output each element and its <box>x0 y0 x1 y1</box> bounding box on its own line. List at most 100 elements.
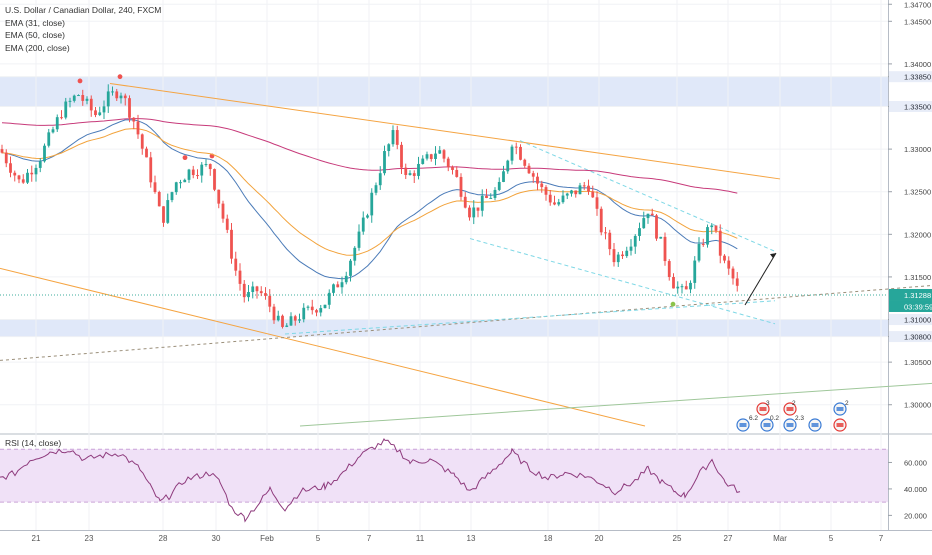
candle-body <box>582 185 586 187</box>
candle-body <box>353 247 357 261</box>
candle-body <box>578 185 582 195</box>
zone-price-box <box>889 101 932 113</box>
y-tick-label: 1.30000 <box>904 401 931 410</box>
candle-body <box>684 286 688 290</box>
x-tick-label: 25 <box>673 534 682 543</box>
candle-body <box>565 193 569 196</box>
rsi-line <box>0 438 741 523</box>
candle-body <box>625 250 629 257</box>
y-tick-label: 1.32000 <box>904 230 931 239</box>
zone-price-box <box>889 314 932 326</box>
candle-body <box>616 254 620 263</box>
countdown-box <box>889 300 932 312</box>
candle-body <box>591 191 595 198</box>
event-count-label: 2 <box>845 400 849 407</box>
x-tick-label: 28 <box>159 534 168 543</box>
fractal-marker <box>670 301 676 307</box>
candle-body <box>85 98 89 101</box>
candle-body <box>689 282 692 290</box>
event-count-label: 3 <box>766 400 770 407</box>
candle-body <box>187 169 191 180</box>
candle-body <box>463 196 467 208</box>
candle-body <box>595 197 599 209</box>
candle-body <box>115 91 119 99</box>
candle-body <box>476 207 480 211</box>
candle-body <box>34 167 38 175</box>
y-tick-label: 1.32500 <box>904 188 931 197</box>
candle-body <box>230 229 233 259</box>
chart-title: U.S. Dollar / Canadian Dollar, 240, FXCM <box>5 5 162 15</box>
candle-body <box>548 194 552 203</box>
candle-body <box>306 306 310 308</box>
candle-body <box>493 189 497 198</box>
y-tick-label: 1.30500 <box>904 358 931 367</box>
candle-body <box>81 95 85 101</box>
chart-legend: U.S. Dollar / Canadian Dollar, 240, FXCM… <box>5 4 161 54</box>
candle-body <box>344 275 348 283</box>
candle-body <box>272 306 276 321</box>
candle-body <box>111 91 114 93</box>
candle-body <box>638 228 641 236</box>
x-tick-label: 21 <box>32 534 41 543</box>
candle-body <box>404 167 408 175</box>
candle-body <box>123 95 127 99</box>
candle-body <box>128 98 131 118</box>
candle-body <box>536 176 539 184</box>
candle-body <box>60 117 63 119</box>
candle-body <box>153 182 157 193</box>
candle-body <box>468 207 471 218</box>
event-flag-stripe <box>763 423 771 427</box>
ema50-line <box>1 128 738 256</box>
candle-body <box>574 190 578 195</box>
candle-body <box>247 292 250 298</box>
x-tick-label: 27 <box>724 534 733 543</box>
candle-body <box>298 319 301 321</box>
event-flag-stripe <box>786 423 794 427</box>
event-flag-stripe <box>759 407 767 411</box>
candle-body <box>731 268 735 279</box>
event-count-label: 2.3 <box>795 415 804 422</box>
candle-body <box>502 171 505 182</box>
candle-body <box>149 157 153 183</box>
x-tick-label: 5 <box>316 534 321 543</box>
candle-body <box>213 169 216 190</box>
candle-body <box>412 173 416 176</box>
countdown-label: 03:39:59 <box>904 302 932 311</box>
candle-body <box>221 203 225 219</box>
candle-body <box>166 200 170 223</box>
candle-body <box>145 148 148 158</box>
x-tick-label: 13 <box>467 534 476 543</box>
candle-body <box>94 110 97 116</box>
candle-body <box>557 202 561 205</box>
candle-body <box>77 95 80 97</box>
candle-body <box>174 182 178 193</box>
candle-body <box>370 192 374 216</box>
resistance-trendline <box>109 83 781 180</box>
fractal-marker <box>117 74 123 80</box>
candle-body <box>710 225 714 228</box>
candle-body <box>642 218 646 229</box>
candle-body <box>383 151 386 174</box>
candle-body <box>697 243 701 261</box>
candle-body <box>26 172 29 183</box>
y-tick-label: 1.34000 <box>904 60 931 69</box>
ema31-line <box>1 119 738 280</box>
candle-body <box>285 325 289 327</box>
current-price-box <box>889 288 932 301</box>
candle-body <box>336 284 340 288</box>
x-tick-label: 7 <box>879 534 884 543</box>
legend-ema31: EMA (31, close) <box>5 17 65 28</box>
candle-body <box>570 190 573 194</box>
candle-body <box>204 164 208 166</box>
y-tick-label: 1.31500 <box>904 273 931 282</box>
current-price-label: 1.31288 <box>904 291 931 300</box>
rsi-tick-label: 20.000 <box>904 511 927 520</box>
candle-body <box>72 95 76 101</box>
candle-body <box>106 91 110 107</box>
candle-body <box>255 286 259 292</box>
fractal-marker <box>182 155 188 161</box>
candle-body <box>531 173 535 177</box>
x-tick-label: 23 <box>85 534 94 543</box>
